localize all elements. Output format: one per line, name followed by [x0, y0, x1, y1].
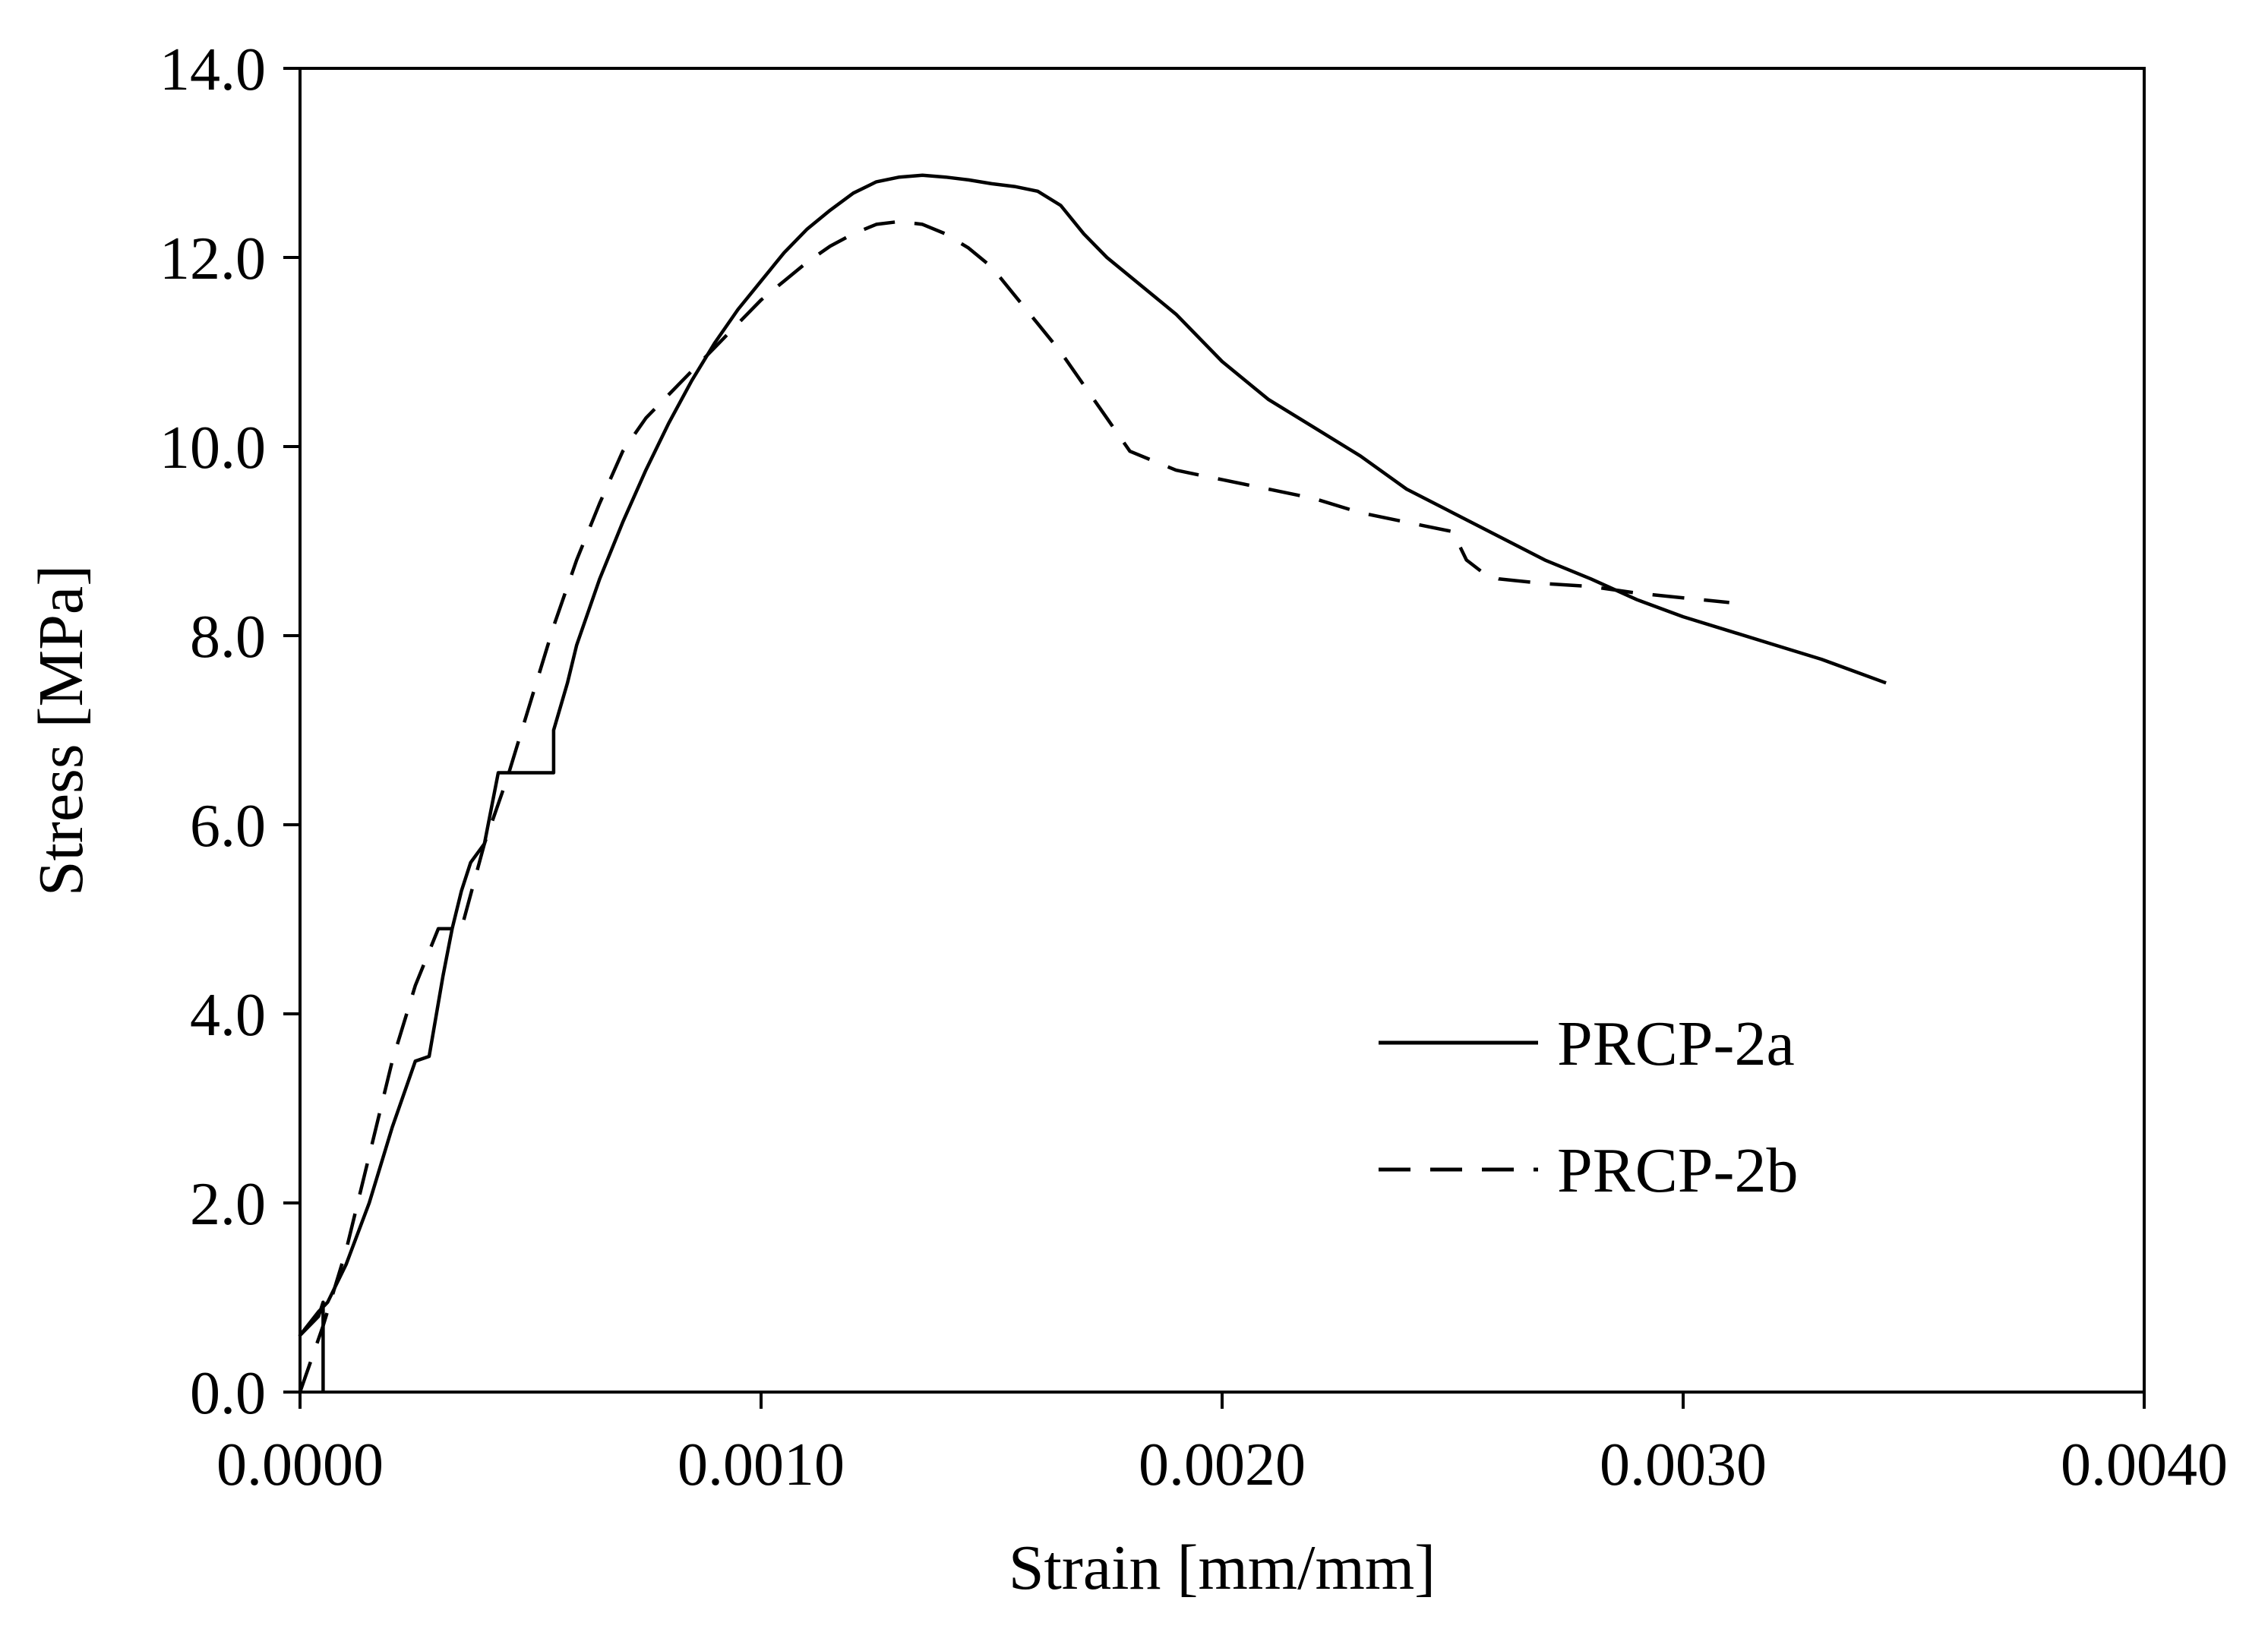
x-tick-label: 0.0040 — [2061, 1432, 2228, 1498]
y-tick-label: 8.0 — [190, 604, 266, 671]
y-tick-label: 6.0 — [190, 793, 266, 860]
series-layer — [298, 173, 1887, 1393]
y-tick-label: 12.0 — [160, 226, 266, 292]
x-axis-ticks: 0.0000 0.0010 0.0020 0.0030 0.0040 — [216, 1392, 2228, 1498]
x-axis-title: Strain [mm/mm] — [1009, 1533, 1436, 1603]
legend-label-prcp-2a: PRCP-2a — [1557, 1009, 1795, 1079]
series-line-prcp-2a — [298, 173, 1887, 1392]
y-axis-title: Stress [MPa] — [26, 565, 96, 896]
y-axis-ticks: 0.0 2.0 4.0 6.0 8.0 10.0 12.0 14.0 — [160, 36, 300, 1427]
y-tick-label: 4.0 — [190, 982, 266, 1049]
y-tick-label: 10.0 — [160, 415, 266, 481]
legend-label-prcp-2b: PRCP-2b — [1557, 1135, 1798, 1206]
y-tick-label: 2.0 — [190, 1171, 266, 1238]
x-tick-label: 0.0020 — [1139, 1432, 1306, 1498]
legend: PRCP-2a PRCP-2b — [1379, 1009, 1798, 1206]
x-tick-label: 0.0030 — [1600, 1432, 1767, 1498]
series-line-prcp-2b — [298, 219, 1729, 1393]
y-tick-label: 14.0 — [160, 36, 266, 103]
x-tick-label: 0.0010 — [678, 1432, 845, 1498]
x-tick-label: 0.0000 — [216, 1432, 384, 1498]
y-tick-label: 0.0 — [190, 1360, 266, 1427]
